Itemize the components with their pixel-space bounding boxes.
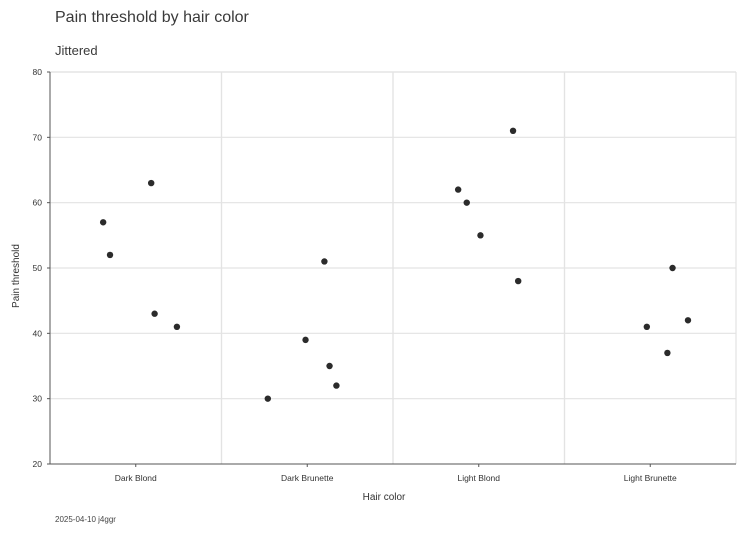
chart-caption: 2025-04-10 j4ggr <box>55 515 116 524</box>
data-point <box>99 219 107 226</box>
chart-subtitle: Jittered <box>55 43 98 58</box>
y-tick-label: 70 <box>33 132 43 142</box>
data-point <box>477 232 484 239</box>
x-tick-label: Light Blond <box>457 473 500 483</box>
data-point <box>173 323 181 330</box>
x-tick-labels: Dark Blond Dark Brunette Light Blond Light … <box>115 473 677 483</box>
y-axis-title: Pain threshold <box>11 244 22 308</box>
data-point <box>302 336 309 344</box>
data-point <box>509 127 517 134</box>
x-tick-label: Light Brunette <box>624 473 677 483</box>
y-tick-labels: 20 30 40 50 60 70 80 <box>33 67 43 469</box>
y-tick-label: 30 <box>33 394 43 404</box>
x-tick-label: Dark Brunette <box>281 473 334 483</box>
data-point <box>151 310 158 317</box>
data-point <box>106 251 114 259</box>
y-tick-label: 50 <box>33 263 43 273</box>
x-tick-label: Dark Blond <box>115 473 157 483</box>
data-point <box>321 258 328 265</box>
data-point <box>333 382 340 389</box>
data-point <box>147 179 155 187</box>
x-axis-title: Hair color <box>363 492 406 503</box>
data-point <box>664 349 671 357</box>
chart-title: Pain threshold by hair color <box>55 9 249 26</box>
y-tick-label: 60 <box>33 198 43 208</box>
data-point <box>264 395 272 402</box>
axes <box>47 71 736 467</box>
data-point <box>454 186 462 193</box>
data-point <box>326 362 333 370</box>
y-tick-label: 40 <box>33 328 43 338</box>
data-point <box>669 264 676 272</box>
data-point <box>463 199 470 206</box>
grid <box>50 71 737 464</box>
data-point <box>514 277 522 285</box>
data-points <box>99 127 692 402</box>
y-tick-label: 80 <box>33 67 43 77</box>
data-point <box>643 323 651 330</box>
data-point <box>684 317 692 324</box>
y-tick-label: 20 <box>33 459 43 469</box>
